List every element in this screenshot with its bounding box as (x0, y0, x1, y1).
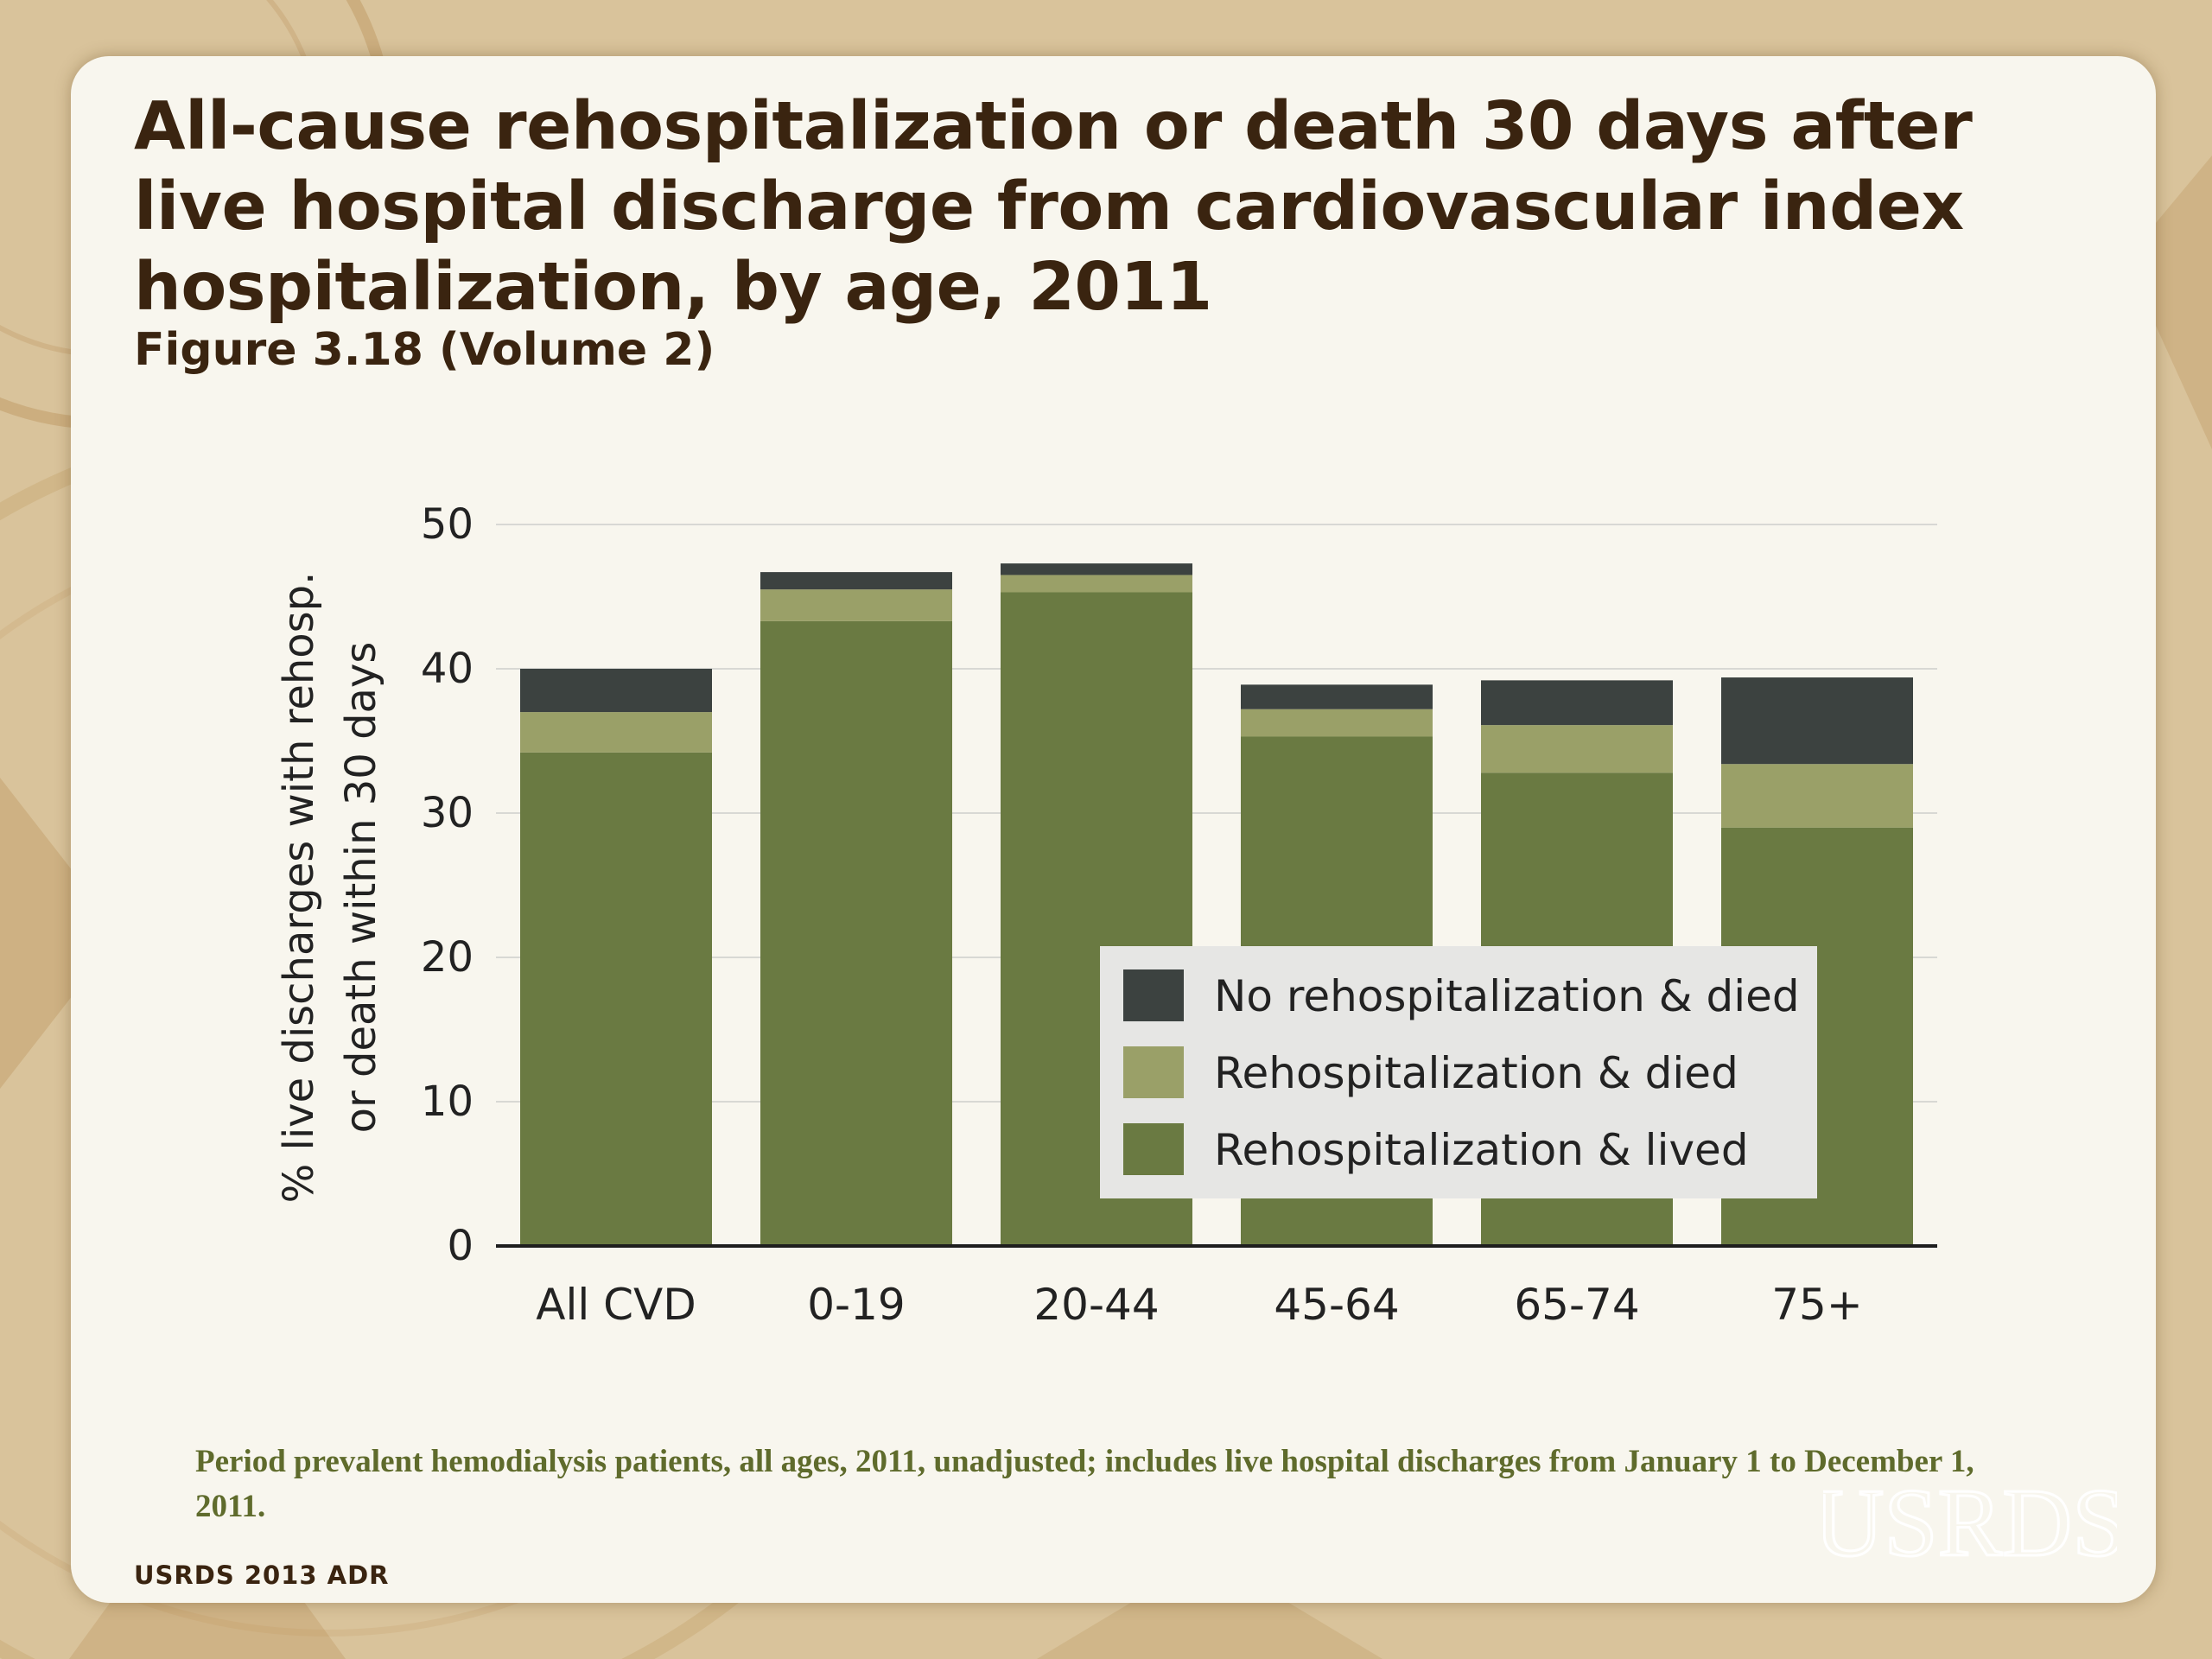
x-tick-label: 45-64 (1274, 1280, 1399, 1330)
x-tick-label: 75+ (1771, 1280, 1863, 1330)
bar-segment (760, 589, 952, 621)
x-tick-label: 0-19 (807, 1280, 905, 1330)
legend: No rehospitalization & died Rehospitaliza… (1100, 946, 1817, 1198)
bar-segment (1721, 764, 1913, 828)
bar-segment (520, 712, 712, 753)
bar-segment (1481, 725, 1673, 773)
bar-segment (1481, 680, 1673, 726)
bar-segment (1721, 677, 1913, 765)
slide-title: All-cause rehospitalization or death 30 … (134, 88, 1973, 326)
y-axis-title: or death within 30 days (337, 642, 385, 1134)
legend-label: Rehospitalization & lived (1214, 1125, 1749, 1175)
bar-segment (520, 752, 712, 1246)
y-tick-label: 0 (447, 1222, 474, 1270)
x-tick-label: 20-44 (1033, 1280, 1159, 1330)
y-tick-label: 40 (421, 645, 474, 693)
footnote: Period prevalent hemodialysis patients, … (195, 1444, 1974, 1524)
y-axis-title: % live discharges with rehosp. (275, 572, 323, 1204)
svg-text:USRDS: USRDS (1823, 1470, 2117, 1577)
bar-segment (760, 620, 952, 1246)
bar-segment (520, 669, 712, 713)
legend-swatch (1123, 1123, 1184, 1175)
y-tick-label: 30 (421, 789, 474, 837)
x-tick-label: All CVD (536, 1280, 696, 1330)
bar-segment (1241, 709, 1433, 737)
source-label: USRDS 2013 ADR (134, 1560, 390, 1590)
bar-segment (760, 572, 952, 590)
legend-box (1100, 946, 1817, 1198)
bar-segment (1241, 684, 1433, 709)
figure-subtitle: Figure 3.18 (Volume 2) (134, 324, 715, 376)
usrds-logo: USRDS (1823, 1469, 2117, 1579)
bar-segment (1001, 575, 1192, 593)
legend-swatch (1123, 969, 1184, 1021)
legend-label: No rehospitalization & died (1214, 971, 1800, 1021)
bar-segment (1001, 563, 1192, 575)
x-tick-label: 65-74 (1514, 1280, 1639, 1330)
y-tick-label: 50 (421, 500, 474, 549)
y-tick-label: 20 (421, 933, 474, 982)
y-tick-label: 10 (421, 1077, 474, 1126)
legend-swatch (1123, 1046, 1184, 1098)
legend-label: Rehospitalization & died (1214, 1048, 1738, 1098)
axes: 0 10 20 30 40 50 All CVD 0-19 20-44 45-64 65-74 75+… (275, 500, 1937, 1330)
